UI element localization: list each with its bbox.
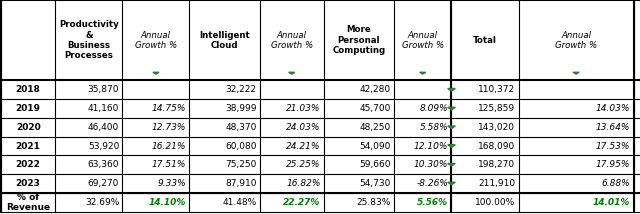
Text: 32.69%: 32.69%	[85, 198, 119, 207]
Text: 25.83%: 25.83%	[356, 198, 391, 207]
Text: 16.82%: 16.82%	[286, 179, 321, 188]
Text: 46,400: 46,400	[88, 123, 119, 132]
Polygon shape	[447, 126, 455, 129]
Text: 2019: 2019	[15, 104, 41, 113]
Text: 9.33%: 9.33%	[157, 179, 186, 188]
Polygon shape	[289, 72, 295, 74]
Polygon shape	[447, 145, 455, 147]
Text: 2021: 2021	[16, 141, 40, 150]
Text: Productivity
&
Business
Processes: Productivity & Business Processes	[59, 20, 119, 60]
Text: 59,660: 59,660	[359, 160, 391, 169]
Text: % of
Revenue: % of Revenue	[6, 193, 50, 212]
Text: 14.03%: 14.03%	[596, 104, 630, 113]
Text: Intelligent
Cloud: Intelligent Cloud	[199, 31, 250, 50]
Text: 211,910: 211,910	[478, 179, 515, 188]
Text: 100.00%: 100.00%	[475, 198, 515, 207]
Text: 63,360: 63,360	[88, 160, 119, 169]
Text: 60,080: 60,080	[225, 141, 257, 150]
Text: 12.10%: 12.10%	[414, 141, 448, 150]
Text: Annual
Growth %: Annual Growth %	[271, 31, 313, 50]
Text: 198,270: 198,270	[478, 160, 515, 169]
Text: Annual
Growth %: Annual Growth %	[135, 31, 177, 50]
Text: 143,020: 143,020	[478, 123, 515, 132]
Polygon shape	[573, 72, 579, 74]
Text: 5.56%: 5.56%	[417, 198, 448, 207]
Text: 54,730: 54,730	[360, 179, 391, 188]
Text: 16.21%: 16.21%	[152, 141, 186, 150]
Text: 17.95%: 17.95%	[596, 160, 630, 169]
Text: 25.25%: 25.25%	[286, 160, 321, 169]
Text: 54,090: 54,090	[360, 141, 391, 150]
Text: 21.03%: 21.03%	[286, 104, 321, 113]
Text: 87,910: 87,910	[225, 179, 257, 188]
Text: 14.10%: 14.10%	[149, 198, 186, 207]
Polygon shape	[447, 107, 455, 110]
Text: 17.51%: 17.51%	[152, 160, 186, 169]
Text: 110,372: 110,372	[478, 85, 515, 94]
Polygon shape	[447, 182, 455, 185]
Text: 6.88%: 6.88%	[602, 179, 630, 188]
Text: 75,250: 75,250	[225, 160, 257, 169]
Text: More
Personal
Computing: More Personal Computing	[332, 25, 385, 55]
Text: 2020: 2020	[16, 123, 40, 132]
Text: 38,999: 38,999	[225, 104, 257, 113]
Text: 48,370: 48,370	[225, 123, 257, 132]
Text: 125,859: 125,859	[478, 104, 515, 113]
Polygon shape	[420, 72, 426, 74]
Text: 22.27%: 22.27%	[283, 198, 321, 207]
Text: 32,222: 32,222	[225, 85, 257, 94]
Text: 24.03%: 24.03%	[286, 123, 321, 132]
Text: 14.75%: 14.75%	[152, 104, 186, 113]
Text: 5.58%: 5.58%	[420, 123, 448, 132]
Text: 10.30%: 10.30%	[414, 160, 448, 169]
Text: 24.21%: 24.21%	[286, 141, 321, 150]
Text: 168,090: 168,090	[478, 141, 515, 150]
Text: 12.73%: 12.73%	[152, 123, 186, 132]
Text: -8.26%: -8.26%	[417, 179, 448, 188]
Text: 13.64%: 13.64%	[596, 123, 630, 132]
Text: Total: Total	[473, 36, 497, 45]
Text: Annual
Growth %: Annual Growth %	[555, 31, 597, 50]
Text: 48,250: 48,250	[360, 123, 391, 132]
Polygon shape	[447, 163, 455, 166]
Text: 41,160: 41,160	[88, 104, 119, 113]
Text: 41.48%: 41.48%	[222, 198, 257, 207]
Text: 14.01%: 14.01%	[593, 198, 630, 207]
Text: 69,270: 69,270	[88, 179, 119, 188]
Text: 35,870: 35,870	[88, 85, 119, 94]
Text: 17.53%: 17.53%	[596, 141, 630, 150]
Polygon shape	[153, 72, 159, 74]
Text: 2023: 2023	[16, 179, 40, 188]
Text: Annual
Growth %: Annual Growth %	[402, 31, 444, 50]
Text: 8.09%: 8.09%	[420, 104, 448, 113]
Text: 2018: 2018	[16, 85, 40, 94]
Text: 53,920: 53,920	[88, 141, 119, 150]
Polygon shape	[447, 89, 455, 91]
Text: 2022: 2022	[16, 160, 40, 169]
Text: 42,280: 42,280	[360, 85, 391, 94]
Text: 45,700: 45,700	[360, 104, 391, 113]
